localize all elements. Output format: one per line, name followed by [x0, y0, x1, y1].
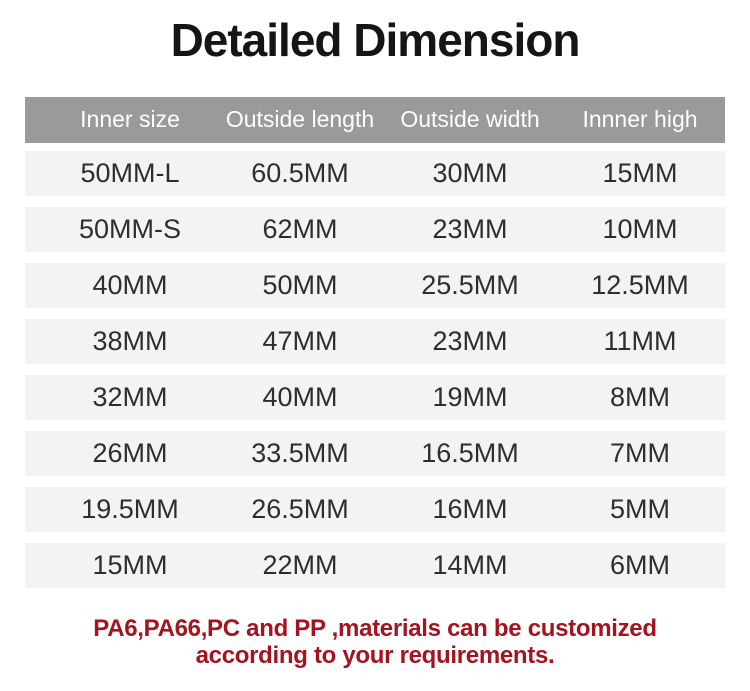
materials-note: PA6,PA66,PC and PP ,materials can be cus…: [0, 614, 750, 670]
table-cell: 40MM: [92, 269, 168, 300]
table-cell: 25.5MM: [421, 269, 519, 300]
table-cell: 26.5MM: [251, 493, 349, 524]
table-cell: 40MM: [262, 381, 338, 412]
table-cell: 7MM: [610, 437, 670, 468]
table-row: 26MM 33.5MM 16.5MM 7MM: [25, 430, 725, 476]
table-row: 32MM 40MM 19MM 8MM: [25, 374, 725, 420]
column-header-outside-length: Outside length: [225, 106, 375, 133]
table-row: 50MM-L 60.5MM 30MM 15MM: [25, 150, 725, 196]
table-header-row: Inner size Outside length Outside width …: [25, 96, 725, 143]
table-body: 50MM-L 60.5MM 30MM 15MM 50MM-S 62MM 23MM 10MM 40…: [25, 150, 725, 588]
table-cell: 12.5MM: [591, 269, 689, 300]
table-cell: 38MM: [92, 325, 168, 356]
table-cell: 33.5MM: [251, 437, 349, 468]
table-cell: 16MM: [432, 493, 508, 524]
table-cell: 11MM: [603, 325, 677, 356]
page-title: Detailed Dimension: [170, 14, 581, 66]
table-cell: 30MM: [432, 157, 508, 188]
table-row: 40MM 50MM 25.5MM 12.5MM: [25, 262, 725, 308]
table-cell: 62MM: [262, 213, 338, 244]
table-cell: 14MM: [432, 549, 508, 580]
table-cell: 50MM: [262, 269, 338, 300]
table-cell: 50MM-S: [78, 213, 181, 244]
dimension-table: Inner size Outside length Outside width …: [25, 96, 725, 588]
table-row: 15MM 22MM 14MM 6MM: [25, 542, 725, 588]
column-header-inner-size: Inner size: [80, 106, 180, 133]
table-cell: 5MM: [610, 493, 670, 524]
table-cell: 23MM: [432, 213, 508, 244]
materials-note-line1: PA6,PA66,PC and PP ,materials can be cus…: [93, 614, 657, 642]
table-cell: 60.5MM: [251, 157, 349, 188]
materials-note-line2: according to your requirements.: [195, 641, 555, 669]
table-cell: 16.5MM: [421, 437, 519, 468]
table-cell: 26MM: [92, 437, 168, 468]
table-cell: 19.5MM: [81, 493, 179, 524]
table-cell: 15MM: [602, 157, 678, 188]
table-cell: 8MM: [610, 381, 670, 412]
table-cell: 47MM: [262, 325, 338, 356]
table-cell: 6MM: [610, 549, 670, 580]
table-cell: 10MM: [602, 213, 678, 244]
table-row: 50MM-S 62MM 23MM 10MM: [25, 206, 725, 252]
table-cell: 15MM: [92, 549, 168, 580]
table-cell: 23MM: [432, 325, 508, 356]
column-header-outside-width: Outside width: [400, 106, 540, 133]
table-cell: 22MM: [262, 549, 338, 580]
table-row: 38MM 47MM 23MM 11MM: [25, 318, 725, 364]
table-cell: 19MM: [432, 381, 508, 412]
table-row: 19.5MM 26.5MM 16MM 5MM: [25, 486, 725, 532]
column-header-inner-high: Innner high: [582, 106, 698, 133]
table-cell: 32MM: [92, 381, 168, 412]
table-cell: 50MM-L: [80, 157, 180, 188]
